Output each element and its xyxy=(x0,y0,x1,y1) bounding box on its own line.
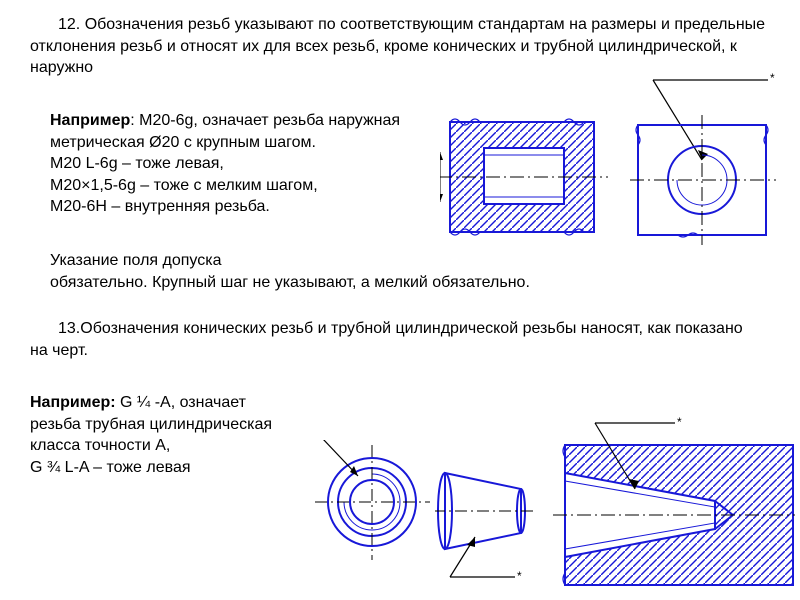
figure-top-front: * xyxy=(618,60,798,260)
example-1-line1: : М20-6g, означает резьба наружная xyxy=(130,112,400,129)
example-1-line3: М20 L-6g – тоже левая, xyxy=(50,155,224,172)
figure-bot-cone: * xyxy=(435,455,545,585)
para-13: 13.Обозначения конических резьб и трубно… xyxy=(30,318,750,361)
svg-text:*: * xyxy=(517,569,522,583)
tolerance-line2: обязательно. Крупный шаг не указывают, а… xyxy=(50,274,530,291)
figure-top-section: * xyxy=(440,100,610,250)
svg-text:*: * xyxy=(677,415,682,429)
example-2-line1: G ¼ -A, означает xyxy=(116,394,246,411)
example-1-lead: Например xyxy=(50,112,130,129)
figure-bot-section: * xyxy=(545,415,800,595)
svg-text:*: * xyxy=(770,71,775,85)
example-1: Например: М20-6g, означает резьба наружн… xyxy=(50,110,440,218)
example-2-lead: Например: xyxy=(30,394,116,411)
tolerance-line1: Указание поля допуска xyxy=(50,252,222,269)
example-1-line2: метрическая Ø20 с крупным шагом. xyxy=(50,134,316,151)
example-2-line4: G ¾ L-A – тоже левая xyxy=(30,459,191,476)
example-2: Например: G ¼ -A, означает резьба трубна… xyxy=(30,392,330,478)
example-1-line4: М20×1,5-6g – тоже с мелким шагом, xyxy=(50,177,318,194)
example-1-line5: М20-6Н – внутренняя резьба. xyxy=(50,198,270,215)
example-2-line2: резьба трубная цилиндрическая xyxy=(30,416,272,433)
example-2-line3: класса точности А, xyxy=(30,437,170,454)
figure-bot-ring xyxy=(310,440,440,570)
